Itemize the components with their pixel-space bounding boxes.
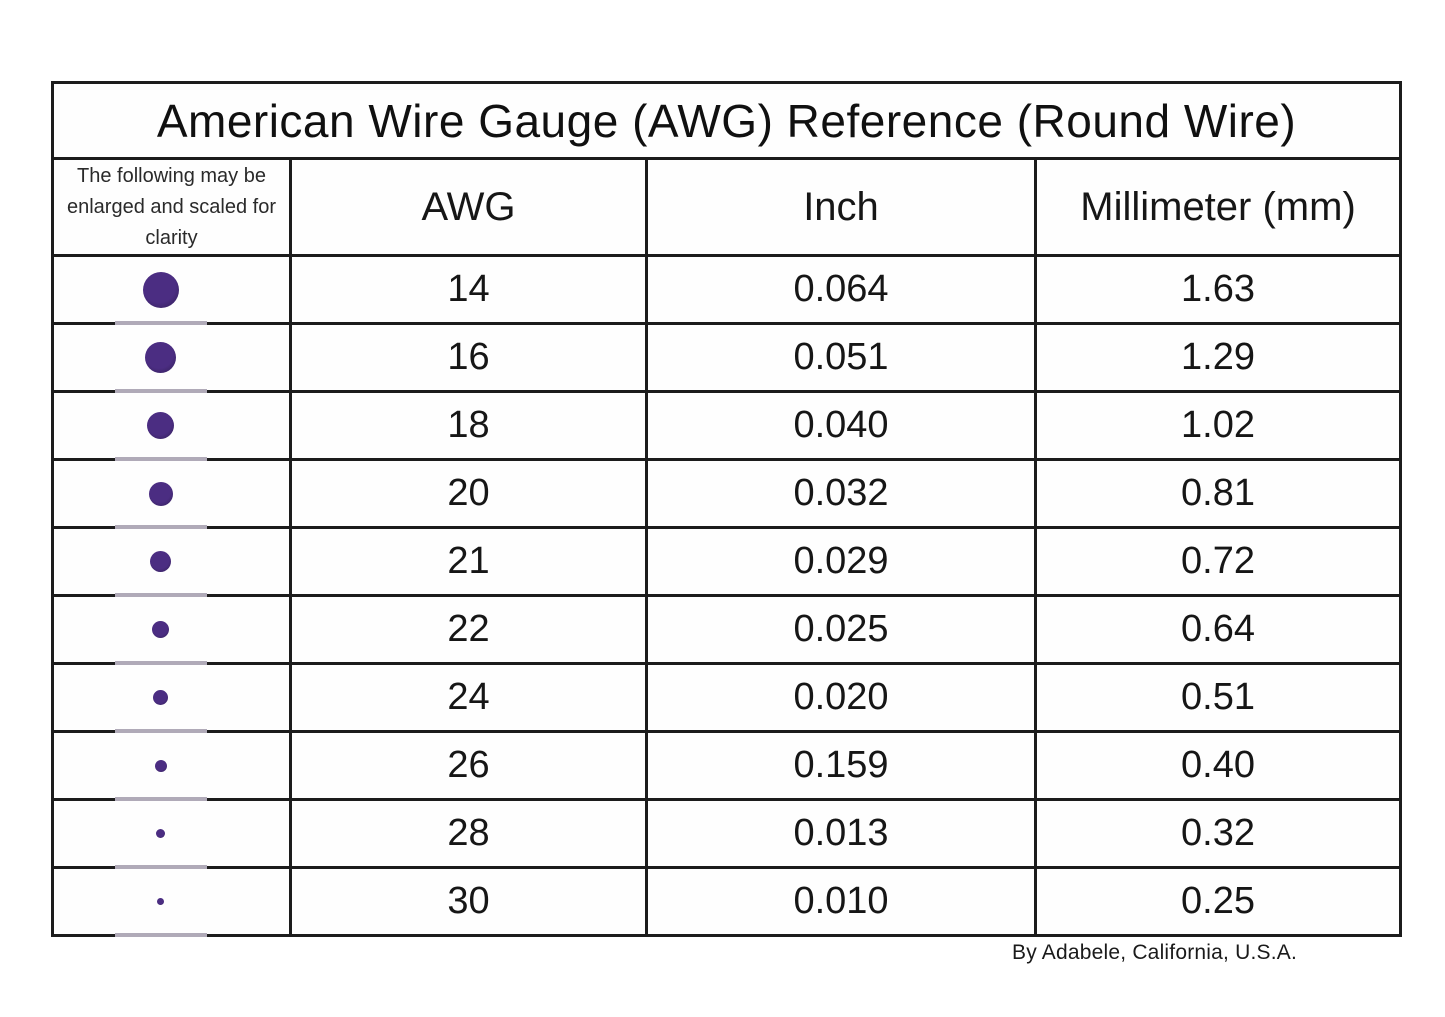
table-row: 21 0.029 0.72 [51, 526, 1403, 597]
wire-dot-cell [51, 866, 292, 937]
mm-value: 1.02 [1033, 390, 1403, 461]
wire-dot-cell [51, 594, 292, 665]
mm-value: 0.64 [1033, 594, 1403, 665]
dot-underline [115, 729, 207, 733]
wire-size-dot-icon [147, 412, 174, 439]
awg-value: 22 [289, 594, 648, 665]
inch-value: 0.159 [645, 730, 1037, 801]
dot-wrapper [54, 393, 289, 458]
inch-value: 0.020 [645, 662, 1037, 733]
table-row: 26 0.159 0.40 [51, 730, 1403, 801]
table-row: 22 0.025 0.64 [51, 594, 1403, 665]
wire-size-dot-icon [148, 481, 173, 506]
dot-wrapper [54, 461, 289, 526]
mm-value: 0.32 [1033, 798, 1403, 869]
table-row: 14 0.064 1.63 [51, 254, 1403, 325]
dot-wrapper [54, 325, 289, 390]
wire-size-dot-icon [152, 621, 169, 638]
page-title: American Wire Gauge (AWG) Reference (Rou… [50, 81, 1403, 160]
awg-value: 26 [289, 730, 648, 801]
inch-value: 0.029 [645, 526, 1037, 597]
wire-size-dot-icon [156, 829, 165, 838]
awg-value: 24 [289, 662, 648, 733]
table-row: 28 0.013 0.32 [51, 798, 1403, 869]
awg-value: 21 [289, 526, 648, 597]
inch-value: 0.032 [645, 458, 1037, 529]
dot-underline [115, 865, 207, 869]
mm-value: 0.25 [1033, 866, 1403, 937]
mm-value: 0.51 [1033, 662, 1403, 733]
dot-underline [115, 593, 207, 597]
dot-underline [115, 457, 207, 461]
dot-underline [115, 389, 207, 393]
dot-underline [115, 933, 207, 937]
dot-underline [115, 525, 207, 529]
table-row: 20 0.032 0.81 [51, 458, 1403, 529]
dot-underline [115, 321, 207, 325]
header-row: The following may be enlarged and scaled… [51, 157, 1403, 257]
mm-value: 1.29 [1033, 322, 1403, 393]
column-header-millimeter: Millimeter (mm) [1033, 157, 1403, 257]
attribution-text: By Adabele, California, U.S.A. [1012, 941, 1297, 964]
awg-table: American Wire Gauge (AWG) Reference (Rou… [50, 81, 1403, 937]
table-row: 16 0.051 1.29 [51, 322, 1403, 393]
awg-value: 18 [289, 390, 648, 461]
dot-wrapper [54, 869, 289, 934]
mm-value: 1.63 [1033, 254, 1403, 325]
inch-value: 0.051 [645, 322, 1037, 393]
inch-value: 0.040 [645, 390, 1037, 461]
wire-size-dot-icon [157, 898, 164, 905]
scaling-note: The following may be enlarged and scaled… [51, 157, 292, 257]
mm-value: 0.81 [1033, 458, 1403, 529]
awg-value: 16 [289, 322, 648, 393]
column-header-inch: Inch [645, 157, 1037, 257]
inch-value: 0.013 [645, 798, 1037, 869]
wire-dot-cell [51, 730, 292, 801]
wire-dot-cell [51, 254, 292, 325]
dot-wrapper [54, 597, 289, 662]
wire-size-dot-icon [142, 271, 179, 308]
dot-underline [115, 661, 207, 665]
dot-wrapper [54, 801, 289, 866]
table-row: 18 0.040 1.02 [51, 390, 1403, 461]
wire-size-dot-icon [145, 342, 176, 373]
wire-size-dot-icon [154, 759, 167, 772]
wire-size-dot-icon [153, 690, 168, 705]
inch-value: 0.064 [645, 254, 1037, 325]
inch-value: 0.025 [645, 594, 1037, 665]
wire-dot-cell [51, 390, 292, 461]
mm-value: 0.72 [1033, 526, 1403, 597]
wire-dot-cell [51, 526, 292, 597]
dot-wrapper [54, 529, 289, 594]
table-row: 30 0.010 0.25 [51, 866, 1403, 937]
wire-dot-cell [51, 798, 292, 869]
table-row: 24 0.020 0.51 [51, 662, 1403, 733]
dot-wrapper [54, 665, 289, 730]
mm-value: 0.40 [1033, 730, 1403, 801]
wire-dot-cell [51, 322, 292, 393]
awg-value: 30 [289, 866, 648, 937]
wire-size-dot-icon [150, 551, 171, 572]
dot-underline [115, 797, 207, 801]
wire-dot-cell [51, 458, 292, 529]
inch-value: 0.010 [645, 866, 1037, 937]
wire-dot-cell [51, 662, 292, 733]
awg-value: 28 [289, 798, 648, 869]
column-header-awg: AWG [289, 157, 648, 257]
awg-value: 14 [289, 254, 648, 325]
title-row: American Wire Gauge (AWG) Reference (Rou… [50, 81, 1403, 160]
dot-wrapper [54, 733, 289, 798]
awg-value: 20 [289, 458, 648, 529]
dot-wrapper [54, 257, 289, 322]
